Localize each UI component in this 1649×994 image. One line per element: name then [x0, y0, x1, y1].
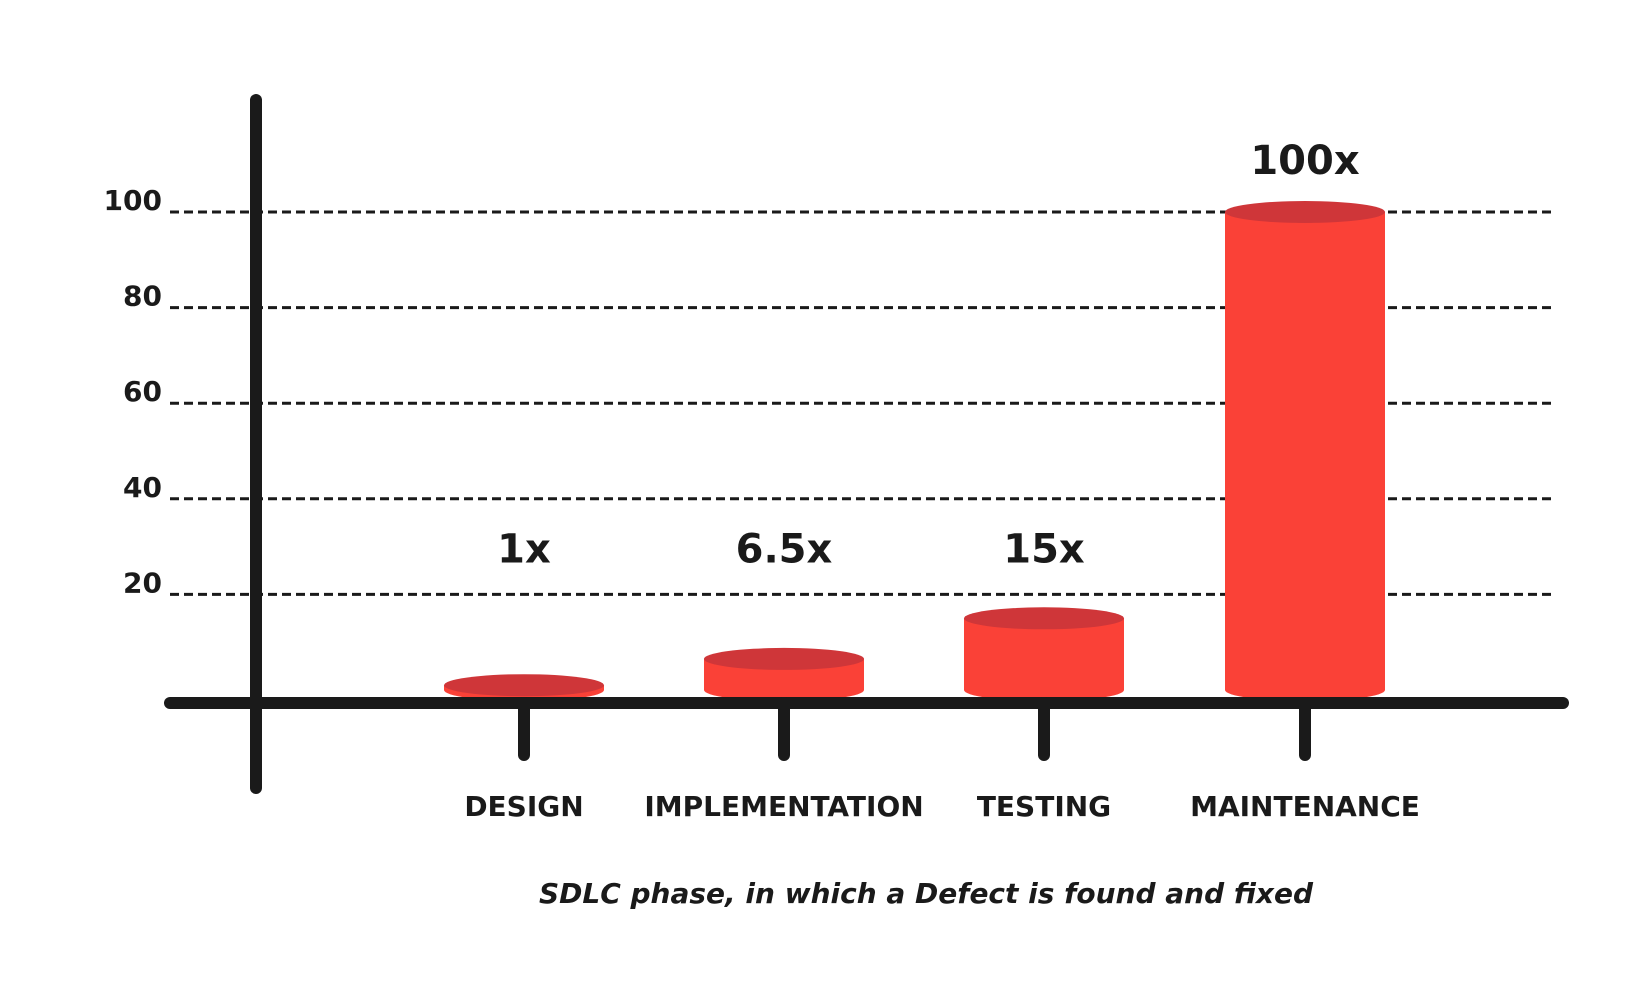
- bar-design: [444, 674, 604, 701]
- y-tick-label: 20: [123, 566, 162, 599]
- y-axis-tick-labels: 20 40 60 80 100: [104, 184, 162, 599]
- x-category-label: MAINTENANCE: [1190, 790, 1420, 823]
- x-axis-title: SDLC phase, in which a Defect is found a…: [539, 877, 1314, 910]
- bar-body: [1225, 212, 1385, 701]
- bar-testing: [964, 607, 1124, 701]
- y-tick-label: 60: [123, 375, 162, 408]
- x-category-label: TESTING: [977, 790, 1111, 823]
- bar-top: [1225, 201, 1385, 223]
- bars: [444, 201, 1385, 701]
- data-label: 15x: [1003, 526, 1085, 572]
- bar-body: [704, 658, 864, 701]
- data-label: 100x: [1250, 138, 1359, 184]
- data-label: 1x: [497, 526, 551, 572]
- y-tick-label: 80: [123, 280, 162, 313]
- bar-top: [964, 607, 1124, 630]
- data-label: 6.5x: [736, 526, 833, 572]
- bar-body: [964, 618, 1124, 701]
- bar-top: [444, 674, 604, 697]
- labels: 1x DESIGN 6.5x IMPLEMENTATION 15x TESTING 100x…: [464, 138, 1420, 823]
- x-category-label: IMPLEMENTATION: [644, 790, 923, 823]
- bar-implementation: [704, 647, 864, 701]
- y-tick-label: 100: [104, 184, 162, 217]
- y-tick-label: 40: [123, 471, 162, 504]
- bar-maintenance: [1225, 201, 1385, 701]
- x-category-label: DESIGN: [464, 790, 583, 823]
- axes: [164, 94, 1569, 794]
- bar-top: [704, 647, 864, 670]
